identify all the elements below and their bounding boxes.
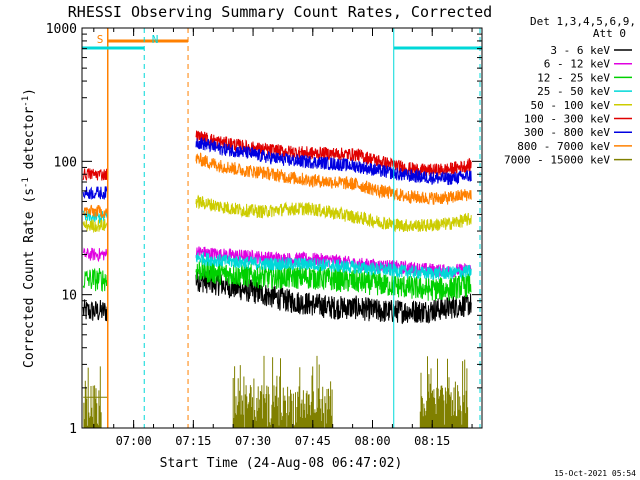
legend-label: 7000 - 15000 keV [504, 154, 610, 167]
annotation-N: N [152, 33, 159, 46]
series-segment-pre [82, 299, 109, 322]
series-segment-pre [82, 247, 109, 263]
x-axis: 07:00 07:15 07:30 07:45 08:00 08:15 [93, 28, 473, 448]
legend-label: 6 - 12 keV [544, 58, 611, 71]
x-tick-label: 07:00 [116, 434, 152, 448]
x-tick-label: 07:30 [235, 434, 271, 448]
legend-label: 3 - 6 keV [550, 44, 610, 57]
series-segment-post [195, 252, 472, 280]
legend-label: 25 - 50 keV [537, 85, 610, 98]
series-segment-pre [82, 168, 109, 181]
series-segment-post [195, 269, 472, 325]
series-bursts [83, 355, 469, 428]
footer-timestamp: 15-Oct-2021 05:54 [554, 469, 636, 478]
x-tick-label: 08:00 [354, 434, 390, 448]
legend-title-line-1: Det 1,3,4,5,6,9, [530, 15, 636, 28]
series-segment-pre [82, 219, 109, 234]
series-segment-pre [82, 204, 109, 219]
y-tick-label: 1000 [46, 22, 77, 37]
y-axis-label: Corrected Count Rate (s-1 detector-1) [21, 88, 37, 368]
chart-title: RHESSI Observing Summary Count Rates, Co… [68, 3, 492, 21]
y-axis: 1 10 100 1000 [46, 22, 482, 437]
series-segment-pre [82, 186, 109, 200]
series-25to50keV-keV [82, 210, 472, 280]
annotation-S: S [97, 33, 104, 46]
legend-label: 800 - 7000 keV [517, 140, 610, 153]
x-tick-label: 08:15 [414, 434, 450, 448]
x-tick-label: 07:45 [295, 434, 331, 448]
series-800to7000keV-keV [82, 152, 472, 219]
series-segment-post [195, 152, 472, 205]
legend-label: 100 - 300 keV [524, 113, 610, 126]
y-tick-label: 100 [54, 155, 77, 170]
legend-title-line-2: Att 0 [593, 27, 626, 40]
series-50to100keV-keV [82, 194, 472, 234]
series-segment-post [195, 194, 472, 233]
x-axis-label: Start Time (24-Aug-08 06:47:02) [160, 456, 403, 471]
x-tick-label: 07:15 [175, 434, 211, 448]
series-300to800keV-keV [82, 137, 472, 200]
series-segment-post [195, 137, 472, 186]
plot-frame [81, 27, 483, 429]
y-tick-label: 1 [69, 422, 77, 437]
legend-label: 12 - 25 keV [537, 71, 610, 84]
legend-label: 300 - 800 keV [524, 126, 610, 139]
series-3to6keV-keV [82, 269, 472, 325]
y-tick-label: 10 [61, 289, 77, 304]
series-segment-pre [82, 267, 109, 292]
series-7000to15000keV-keV [83, 355, 469, 428]
legend-label: 50 - 100 keV [531, 99, 611, 112]
plot-area [82, 130, 472, 428]
